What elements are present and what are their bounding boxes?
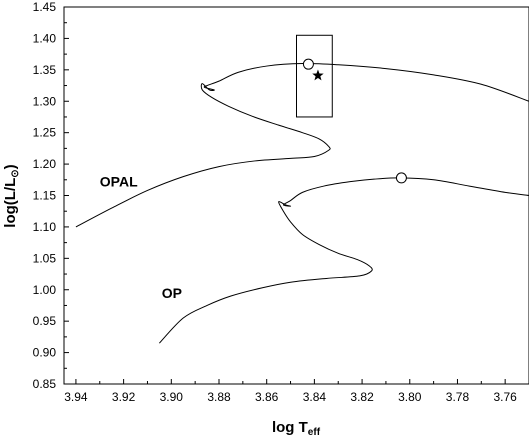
- x-tick-label: 3.94: [64, 390, 88, 404]
- y-tick-label: 1.45: [33, 0, 57, 14]
- series-line-opal: [75, 63, 529, 228]
- series-line-op: [159, 177, 529, 344]
- y-tick-label: 0.95: [33, 314, 57, 328]
- x-tick-label: 3.82: [350, 390, 374, 404]
- y-axis-title: log(L/L⊙): [2, 164, 21, 227]
- open-circle-marker: [302, 58, 314, 70]
- y-tick-label: 1.00: [33, 283, 57, 297]
- x-axis-ticks: 3.94 3.92 3.90 3.88 3.86 3.84 3.82 3.80 3.78 3.76: [64, 379, 517, 404]
- y-tick-label: 0.85: [33, 377, 57, 391]
- y-tick-label: 1.30: [33, 94, 57, 108]
- star-marker: [312, 69, 324, 81]
- series-layer: [75, 63, 529, 344]
- open-circle-marker: [395, 172, 407, 184]
- y-tick-label: 1.05: [33, 251, 57, 265]
- series-annotation-opal: OPAL: [100, 174, 138, 190]
- marker-layer: [302, 58, 407, 184]
- x-tick-label: 3.86: [255, 390, 279, 404]
- x-tick-label: 3.90: [160, 390, 184, 404]
- x-tick-label: 3.78: [446, 390, 470, 404]
- y-tick-label: 1.15: [33, 189, 57, 203]
- y-tick-label: 0.90: [33, 346, 57, 360]
- y-axis-ticks: 0.85 0.90 0.95 1.00 1.05 1.10 1.15 1.20 1.25 1.30…: [33, 0, 69, 391]
- y-tick-label: 1.10: [33, 220, 57, 234]
- x-tick-label: 3.80: [398, 390, 422, 404]
- x-axis-title: log Teff: [272, 419, 321, 438]
- x-tick-label: 3.84: [303, 390, 327, 404]
- y-tick-label: 1.35: [33, 63, 57, 77]
- x-tick-label: 3.88: [207, 390, 231, 404]
- y-tick-label: 1.40: [33, 31, 57, 45]
- highlight-box: [296, 34, 333, 118]
- y-tick-label: 1.20: [33, 157, 57, 171]
- series-annotation-op: OP: [162, 285, 182, 301]
- x-tick-label: 3.92: [112, 390, 136, 404]
- y-tick-label: 1.25: [33, 126, 57, 140]
- annotation-layer: OPAL OP: [100, 174, 182, 301]
- x-tick-label: 3.76: [493, 390, 517, 404]
